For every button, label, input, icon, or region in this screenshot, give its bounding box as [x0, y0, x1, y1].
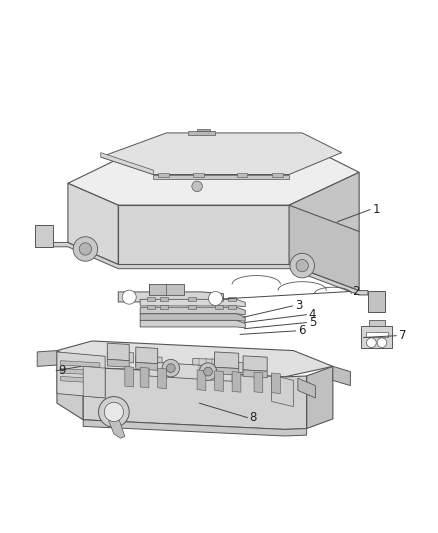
Polygon shape — [140, 300, 245, 307]
Polygon shape — [158, 368, 166, 389]
Polygon shape — [228, 304, 236, 309]
Polygon shape — [35, 225, 53, 247]
Text: 6: 6 — [298, 325, 305, 337]
Polygon shape — [149, 362, 232, 381]
Polygon shape — [193, 359, 219, 369]
Polygon shape — [57, 351, 83, 420]
Polygon shape — [57, 341, 333, 377]
Polygon shape — [140, 367, 149, 388]
Polygon shape — [149, 284, 184, 295]
Polygon shape — [243, 370, 267, 378]
Polygon shape — [136, 362, 158, 370]
Circle shape — [296, 260, 308, 272]
Polygon shape — [83, 367, 307, 430]
Polygon shape — [140, 314, 245, 321]
Polygon shape — [298, 378, 315, 398]
Text: 9: 9 — [58, 364, 66, 377]
Polygon shape — [197, 370, 206, 391]
Polygon shape — [160, 297, 168, 301]
Circle shape — [162, 359, 180, 377]
Polygon shape — [243, 356, 267, 371]
Circle shape — [104, 402, 124, 422]
Polygon shape — [237, 173, 247, 177]
Polygon shape — [369, 320, 385, 326]
Circle shape — [79, 243, 92, 255]
Polygon shape — [289, 172, 359, 262]
Polygon shape — [101, 133, 342, 174]
Polygon shape — [272, 375, 293, 407]
Polygon shape — [223, 362, 250, 373]
Circle shape — [208, 292, 223, 305]
Polygon shape — [215, 352, 239, 368]
Polygon shape — [232, 372, 241, 392]
Circle shape — [192, 181, 202, 191]
Polygon shape — [109, 420, 125, 438]
Circle shape — [367, 338, 376, 348]
Circle shape — [204, 367, 212, 376]
Polygon shape — [83, 420, 307, 436]
Polygon shape — [107, 359, 129, 367]
Polygon shape — [193, 173, 204, 177]
Polygon shape — [140, 320, 245, 328]
Polygon shape — [153, 174, 289, 179]
Polygon shape — [197, 128, 210, 131]
Polygon shape — [68, 148, 359, 205]
Polygon shape — [215, 304, 223, 309]
Polygon shape — [101, 152, 153, 174]
Polygon shape — [368, 290, 385, 312]
Polygon shape — [215, 371, 223, 391]
Text: 3: 3 — [295, 300, 302, 312]
Polygon shape — [118, 292, 223, 304]
Polygon shape — [361, 326, 392, 348]
Polygon shape — [160, 304, 168, 309]
Polygon shape — [60, 368, 100, 375]
Polygon shape — [289, 205, 359, 290]
Circle shape — [199, 363, 217, 381]
Polygon shape — [158, 173, 169, 177]
Polygon shape — [60, 361, 100, 367]
Text: 7: 7 — [399, 329, 406, 342]
Polygon shape — [272, 173, 283, 177]
Circle shape — [73, 237, 98, 261]
Polygon shape — [228, 297, 236, 301]
Polygon shape — [272, 373, 280, 393]
Polygon shape — [118, 205, 289, 264]
Polygon shape — [68, 183, 118, 264]
Polygon shape — [188, 297, 196, 301]
Polygon shape — [107, 343, 129, 361]
Polygon shape — [307, 366, 333, 429]
Polygon shape — [188, 304, 196, 309]
Polygon shape — [136, 347, 158, 364]
Polygon shape — [366, 332, 388, 337]
Circle shape — [290, 253, 314, 278]
Polygon shape — [188, 131, 215, 135]
Polygon shape — [57, 352, 105, 398]
Polygon shape — [60, 376, 100, 383]
Text: 2: 2 — [353, 285, 360, 298]
Polygon shape — [37, 351, 57, 366]
Polygon shape — [147, 297, 155, 301]
Polygon shape — [333, 366, 350, 386]
Text: 5: 5 — [309, 316, 316, 329]
Circle shape — [99, 397, 129, 427]
Text: 1: 1 — [372, 203, 380, 216]
Circle shape — [122, 290, 136, 304]
Polygon shape — [147, 304, 155, 309]
Polygon shape — [254, 372, 263, 393]
Polygon shape — [83, 366, 105, 398]
Polygon shape — [136, 356, 162, 367]
Polygon shape — [140, 307, 245, 314]
Polygon shape — [215, 367, 239, 375]
Circle shape — [166, 364, 175, 373]
Polygon shape — [53, 243, 368, 295]
Polygon shape — [215, 297, 223, 301]
Polygon shape — [125, 366, 134, 387]
Circle shape — [377, 338, 387, 348]
Text: 8: 8 — [250, 411, 257, 424]
Text: 4: 4 — [309, 308, 316, 321]
Polygon shape — [107, 352, 134, 363]
